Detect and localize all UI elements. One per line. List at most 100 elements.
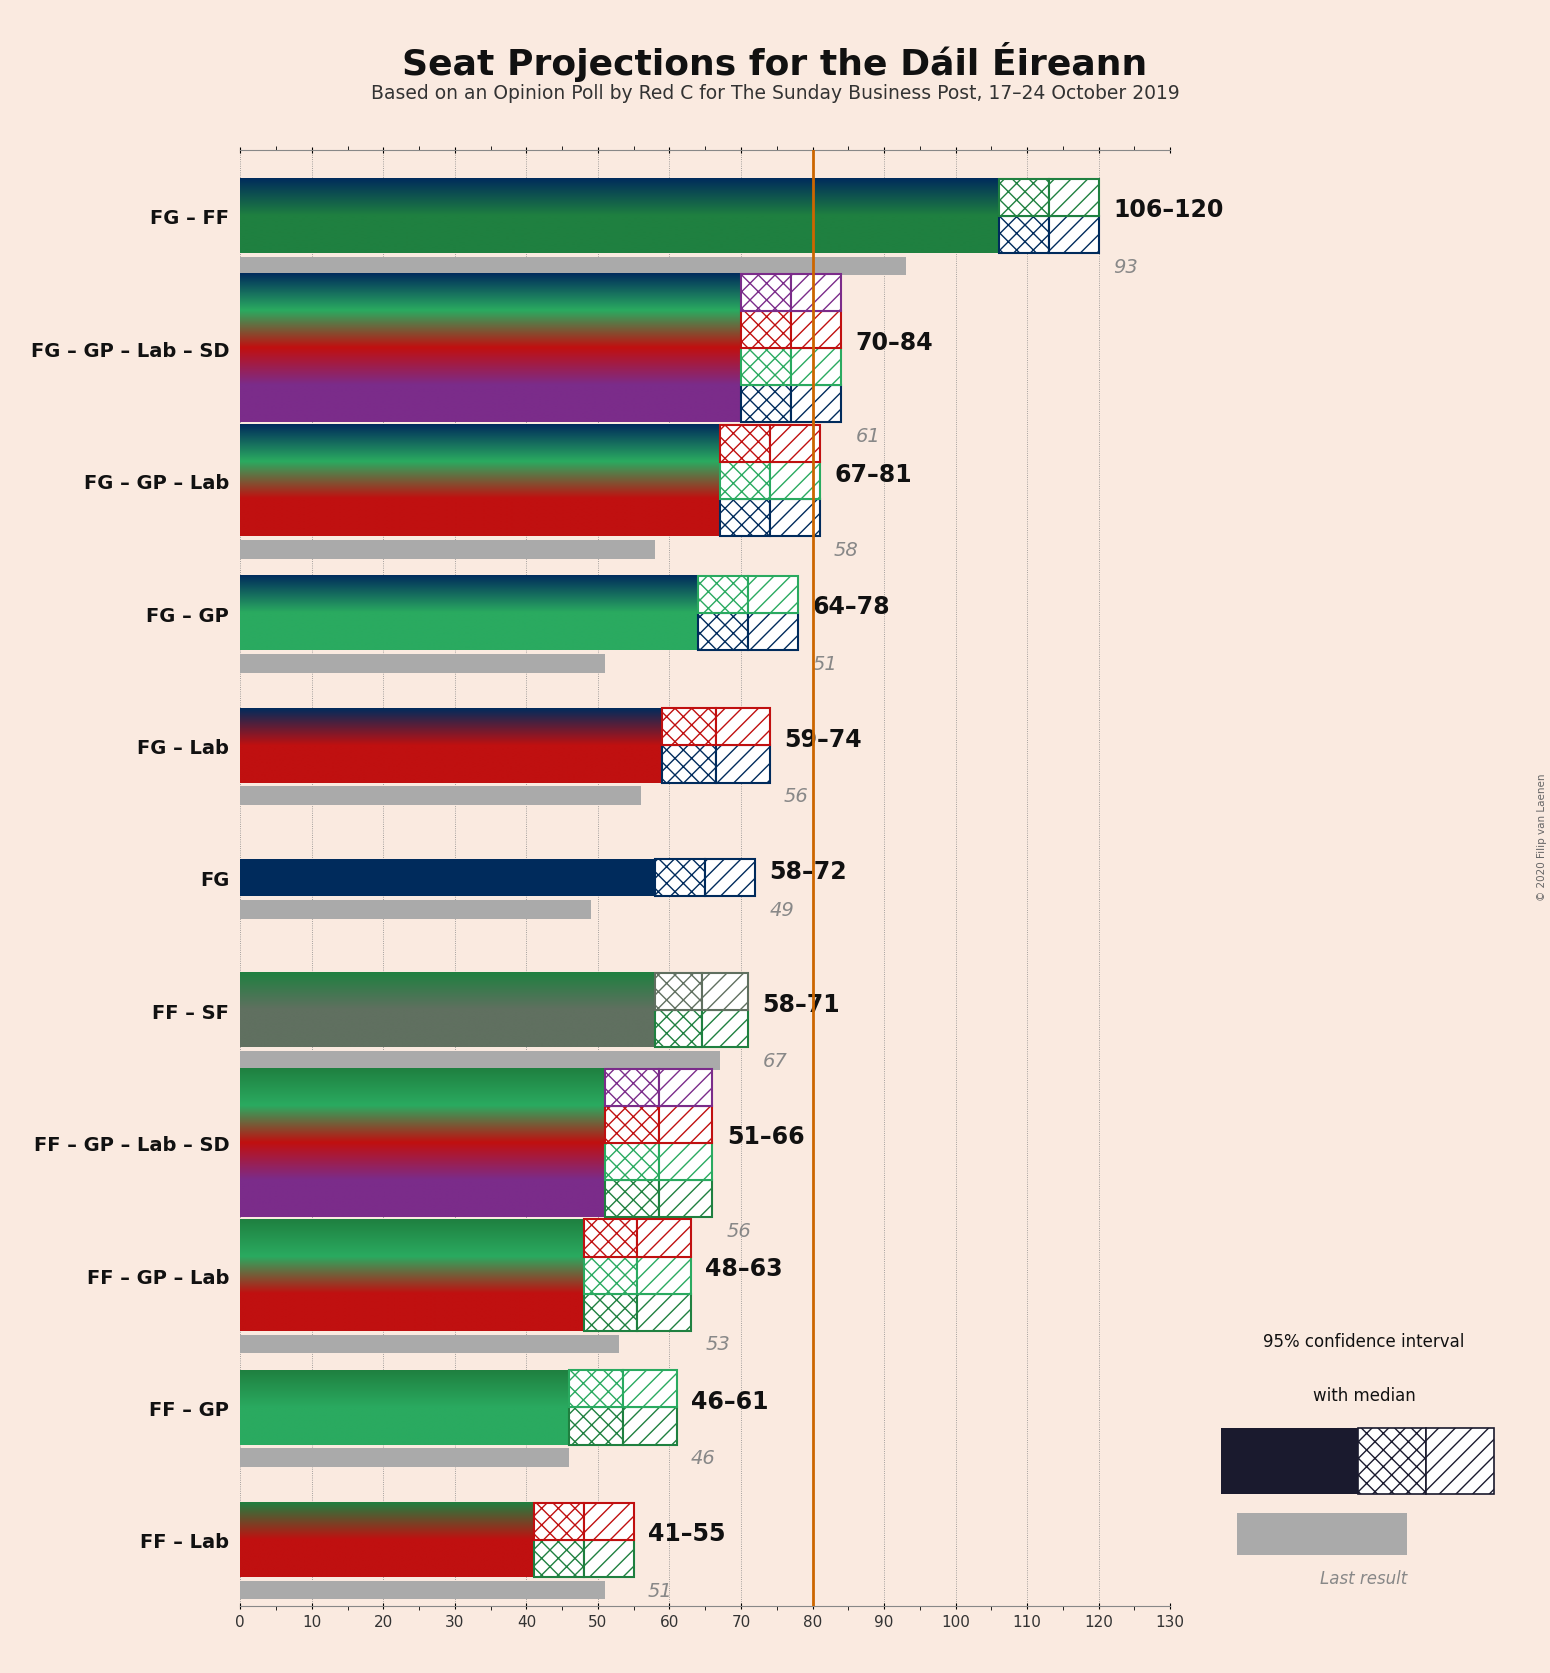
Text: 56: 56 [727,1221,752,1240]
Bar [240,974,656,1010]
Bar [623,1407,677,1445]
Bar [569,1370,623,1407]
Bar [1049,179,1099,217]
Bar [584,1256,637,1293]
Bar [998,179,1049,217]
Text: 93: 93 [1113,258,1138,276]
Bar [240,900,591,920]
Bar [569,1407,623,1445]
Bar [240,1449,569,1467]
Bar [604,1069,659,1106]
Bar [240,427,719,463]
Bar [998,217,1049,254]
Text: © 2020 Filip van Laenen: © 2020 Filip van Laenen [1538,773,1547,900]
Bar [240,350,741,386]
Text: 59–74: 59–74 [784,728,862,751]
Bar [240,1539,533,1578]
Bar [533,1502,584,1539]
Bar [741,350,790,386]
Bar [240,540,656,559]
Text: Last result: Last result [1321,1569,1407,1588]
Bar [240,709,662,746]
Text: with median: with median [1313,1387,1415,1404]
Bar [584,1539,634,1578]
Bar [240,258,905,276]
Bar [584,1220,637,1256]
Bar [1426,1429,1494,1494]
Bar [790,350,842,386]
Text: 41–55: 41–55 [648,1521,725,1546]
Bar [637,1220,691,1256]
Bar [240,1010,656,1047]
Bar [240,1256,584,1293]
Bar [240,179,998,217]
Bar [662,709,716,746]
Bar [741,386,790,423]
Bar [716,709,770,746]
Bar [604,1179,659,1216]
Bar [533,1539,584,1578]
Bar [240,500,719,537]
Bar [240,1335,620,1353]
Bar [656,974,702,1010]
Bar [749,614,798,651]
Text: 58: 58 [834,540,859,560]
Bar [637,1293,691,1330]
Bar [702,974,749,1010]
Text: 70–84: 70–84 [856,331,933,355]
Bar [716,746,770,783]
Bar [719,463,770,500]
Text: 64–78: 64–78 [812,596,890,619]
Bar [240,427,677,445]
Bar [770,500,820,537]
Text: 67: 67 [763,1051,787,1071]
Bar [770,427,820,463]
Text: 61: 61 [856,427,880,447]
Bar [240,274,741,311]
Text: Seat Projections for the Dáil Éireann: Seat Projections for the Dáil Éireann [403,42,1147,82]
Bar [240,746,662,783]
Bar [659,1179,713,1216]
Bar [240,1293,584,1330]
Text: 48–63: 48–63 [705,1256,783,1280]
Bar [623,1370,677,1407]
Text: 67–81: 67–81 [834,463,911,487]
Bar [790,386,842,423]
Bar [741,274,790,311]
Text: 53: 53 [705,1335,730,1353]
Text: 106–120: 106–120 [1113,197,1223,223]
Bar [240,577,698,614]
Bar [790,311,842,350]
Text: 51: 51 [812,654,837,674]
Bar [240,386,741,423]
Text: 46: 46 [691,1449,716,1467]
Bar [240,1106,604,1143]
Text: 51–66: 51–66 [727,1124,804,1148]
Text: 49: 49 [770,900,795,920]
Bar [741,311,790,350]
Bar [1221,1429,1358,1494]
Text: 46–61: 46–61 [691,1389,769,1414]
Bar [656,1010,702,1047]
Bar [240,860,656,897]
Text: 58–71: 58–71 [763,992,840,1016]
Bar [749,577,798,614]
Bar [240,1581,604,1599]
Bar [240,1143,604,1179]
Bar [240,1407,569,1445]
Text: 95% confidence interval: 95% confidence interval [1263,1332,1465,1350]
Text: 58–72: 58–72 [770,860,848,883]
Bar [584,1502,634,1539]
Bar [698,614,749,651]
Bar [604,1106,659,1143]
Bar [719,500,770,537]
Bar [1358,1429,1426,1494]
Bar [240,654,604,673]
Bar [659,1069,713,1106]
Bar [719,427,770,463]
Bar [240,217,998,254]
Bar [659,1143,713,1179]
Bar [240,1221,640,1240]
Bar [240,1069,604,1106]
Text: Based on an Opinion Poll by Red C for The Sunday Business Post, 17–24 October 20: Based on an Opinion Poll by Red C for Th… [370,84,1180,102]
